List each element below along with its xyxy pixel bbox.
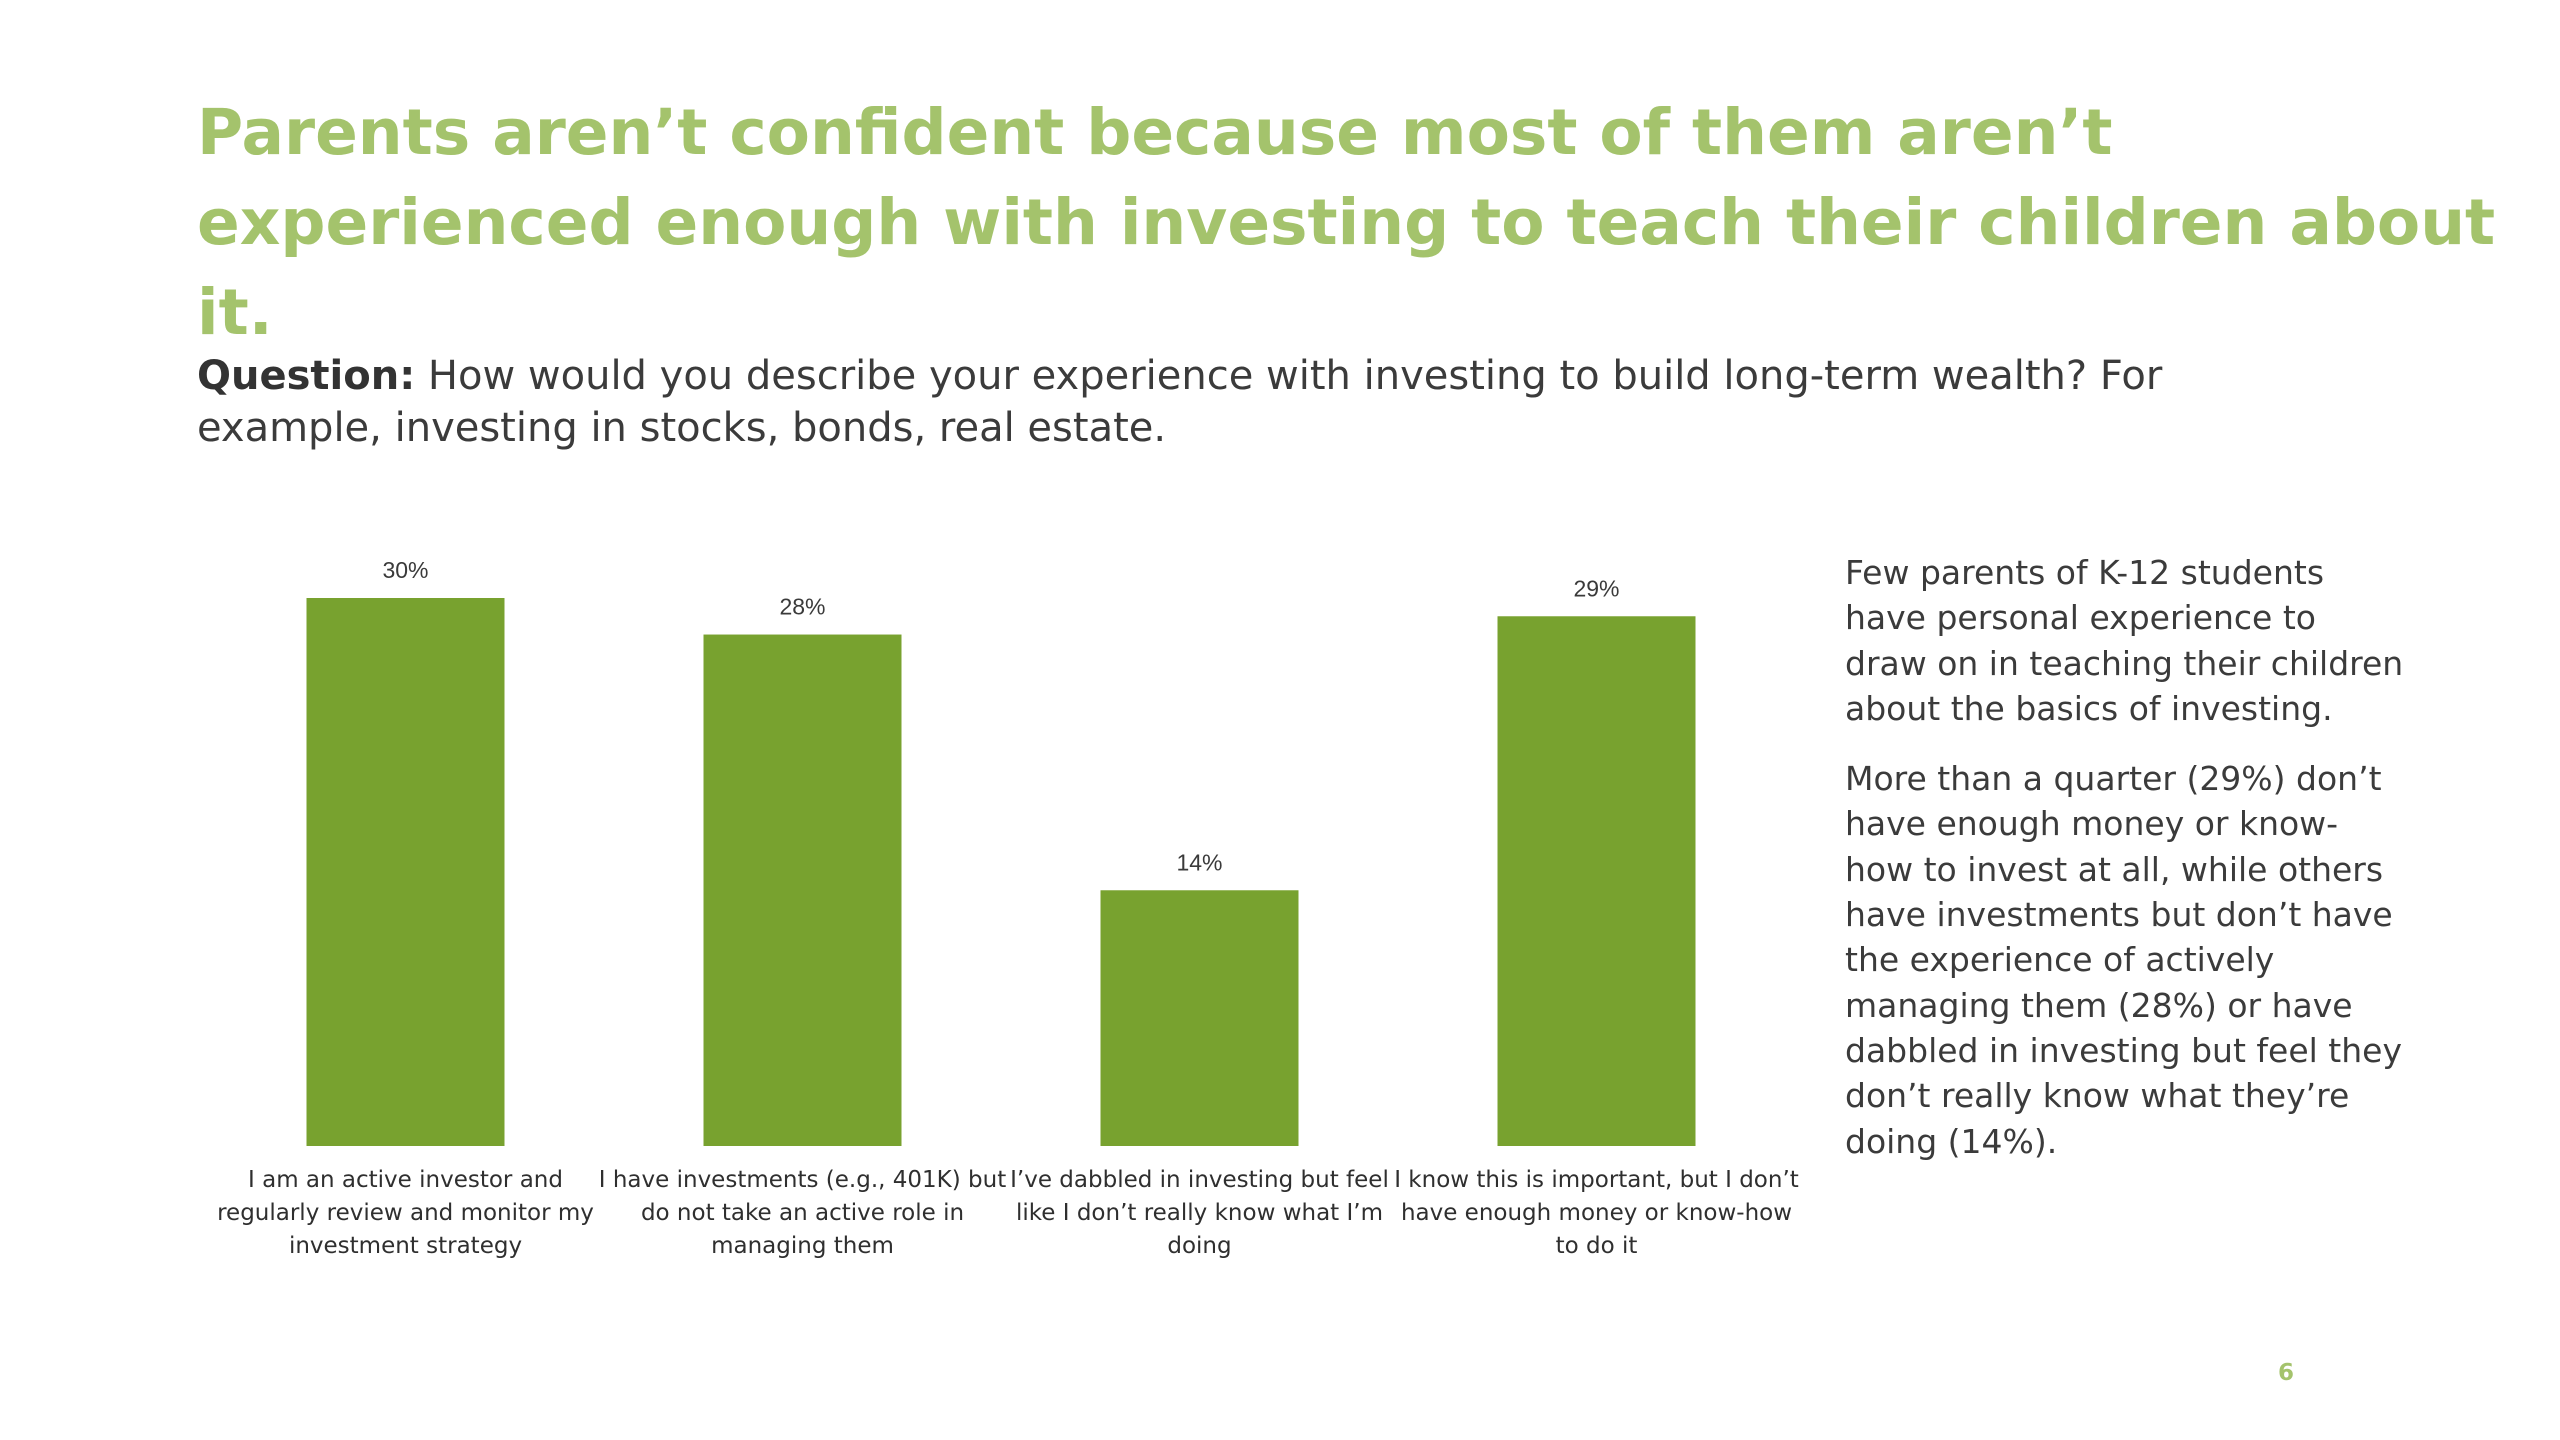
question-label: Question: [197,353,416,399]
side-paragraph-1: Few parents of K-12 students have person… [1845,553,2404,728]
data-label-1: 30% [382,557,428,583]
side-commentary: Few parents of K-12 students have person… [1845,550,2405,1189]
page-number: 6 [2278,1360,2295,1386]
category-label-4: I know this is important, but I don’t ha… [1394,1167,1799,1259]
bar-4 [1497,616,1696,1146]
side-paragraph-2: More than a quarter (29%) don’t have eno… [1845,759,2402,1161]
survey-question: Question: How would you describe your ex… [197,350,2277,454]
category-label-2: I have investments (e.g., 401K) but do n… [598,1167,1007,1259]
category-label-1: I am an active investor and regularly re… [217,1167,594,1259]
slide-title: Parents aren’t confident because most of… [197,96,2496,349]
bar-1 [306,598,505,1146]
data-label-3: 14% [1176,849,1222,875]
category-label-3: I’ve dabbled in investing but feel like … [1010,1167,1389,1259]
question-text: How would you describe your experience w… [197,353,2163,451]
bar-3 [1100,890,1299,1146]
bar-2 [703,634,902,1146]
data-label-2: 28% [779,594,825,620]
data-label-4: 29% [1573,575,1619,601]
